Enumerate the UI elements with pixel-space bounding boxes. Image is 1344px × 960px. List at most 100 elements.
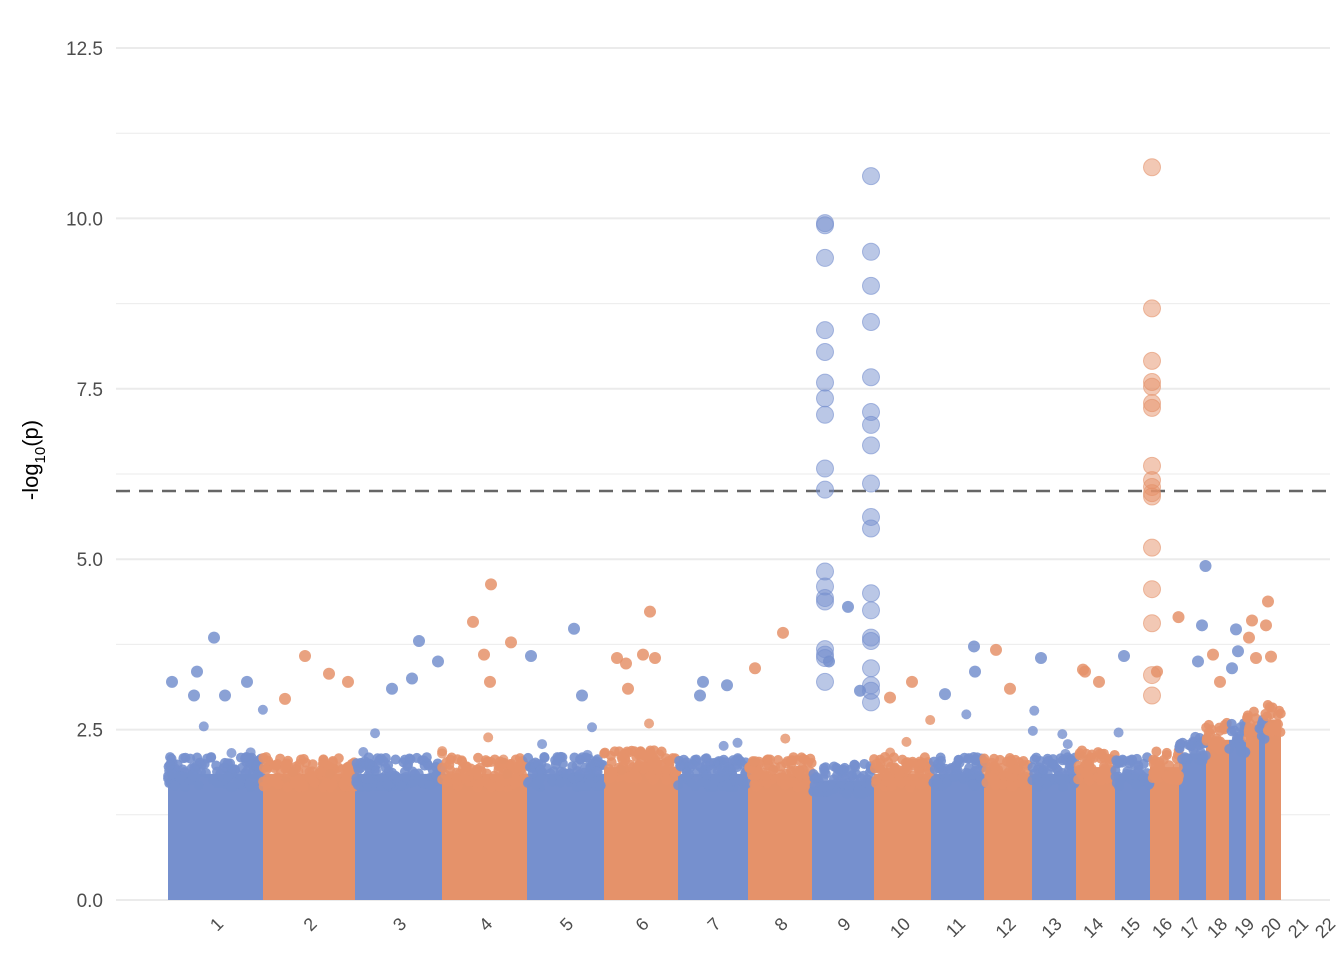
data-point — [1246, 726, 1257, 737]
data-point — [841, 789, 852, 800]
data-point — [1229, 725, 1240, 736]
data-point — [370, 728, 381, 739]
top-hit-point — [842, 600, 854, 613]
top-hit-point — [637, 648, 649, 661]
data-point — [981, 777, 992, 788]
peak-point — [816, 405, 834, 424]
data-point — [896, 777, 907, 788]
data-point — [324, 768, 335, 779]
data-point — [1203, 727, 1214, 738]
chromosome-band-18 — [1206, 739, 1229, 900]
peak-point — [862, 474, 880, 493]
chromosome-band-1 — [168, 773, 263, 900]
data-point — [796, 752, 807, 763]
data-point — [582, 749, 593, 760]
data-point — [660, 753, 671, 764]
data-point — [1057, 729, 1068, 740]
data-point — [489, 770, 500, 781]
peak-point — [816, 321, 834, 340]
data-point — [935, 761, 946, 772]
data-point — [437, 762, 448, 773]
data-point — [269, 763, 280, 774]
x-tick-label-chr21: 21 — [1284, 914, 1312, 942]
peak-point — [816, 248, 834, 267]
top-hit-point — [485, 578, 497, 591]
top-hit-point — [525, 649, 537, 662]
x-tick-label-chr22: 22 — [1311, 914, 1339, 942]
data-point — [702, 779, 713, 790]
data-point — [298, 781, 309, 792]
top-hit-point — [1250, 652, 1262, 665]
data-point — [445, 754, 456, 765]
data-point — [859, 758, 870, 769]
top-hit-point — [166, 675, 178, 688]
data-point — [696, 763, 707, 774]
data-point — [1055, 774, 1066, 785]
chromosome-band-12 — [984, 773, 1032, 900]
data-point — [400, 771, 411, 782]
data-point — [1048, 759, 1059, 770]
peak-point — [816, 389, 834, 408]
data-point — [1113, 727, 1124, 738]
data-point — [193, 780, 204, 791]
peak-point — [816, 672, 834, 691]
chromosome-band-20 — [1246, 726, 1259, 900]
data-point — [917, 757, 928, 768]
data-point — [1133, 765, 1144, 776]
top-hit-point — [576, 689, 588, 702]
top-hit-point — [505, 636, 517, 649]
data-point — [258, 752, 269, 763]
peak-point — [862, 242, 880, 261]
data-point — [300, 757, 311, 768]
data-point — [857, 789, 868, 800]
data-point — [1111, 755, 1122, 766]
top-hit-point — [484, 675, 496, 688]
peak-point — [816, 480, 834, 499]
peak-point — [862, 276, 880, 295]
data-point — [282, 782, 293, 793]
top-hit-point — [1265, 650, 1277, 663]
y-tick-label: 12.5 — [66, 39, 103, 60]
chromosome-band-14 — [1076, 767, 1115, 900]
data-point — [749, 779, 760, 790]
gridlines — [116, 47, 1330, 901]
top-hit-point — [697, 675, 709, 688]
peak-point — [862, 631, 880, 650]
data-point — [979, 753, 990, 764]
data-point — [1161, 750, 1172, 761]
data-point — [226, 782, 237, 793]
data-point — [185, 753, 196, 764]
chromosome-band-7 — [678, 773, 748, 900]
x-tick-label-chr7: 7 — [704, 914, 725, 935]
peak-points — [816, 158, 1161, 712]
data-point — [399, 754, 410, 765]
chromosome-band-15 — [1115, 773, 1150, 900]
data-point — [211, 760, 222, 771]
peak-point — [1143, 580, 1161, 599]
data-point — [1168, 768, 1179, 779]
top-hit-point — [1214, 675, 1226, 688]
peak-point — [816, 216, 834, 235]
x-tick-label-chr10: 10 — [886, 914, 914, 942]
data-point — [522, 778, 533, 789]
data-point — [486, 756, 497, 767]
x-tick-label-chr20: 20 — [1257, 914, 1285, 942]
data-point — [871, 775, 882, 786]
data-point — [724, 763, 735, 774]
x-tick-label-chr18: 18 — [1203, 914, 1231, 942]
top-hit-point — [1172, 611, 1185, 624]
x-tick-label-chr9: 9 — [834, 914, 855, 935]
top-hit-point — [208, 631, 220, 644]
data-point — [856, 773, 867, 784]
data-point — [580, 762, 591, 773]
data-point — [382, 779, 393, 790]
data-point — [907, 756, 918, 767]
top-hit-point — [1199, 560, 1212, 573]
data-point — [820, 762, 831, 773]
data-point — [949, 772, 960, 783]
top-hit-point — [906, 675, 918, 688]
data-point — [327, 778, 338, 789]
data-point — [1214, 725, 1225, 736]
data-point — [374, 755, 385, 766]
